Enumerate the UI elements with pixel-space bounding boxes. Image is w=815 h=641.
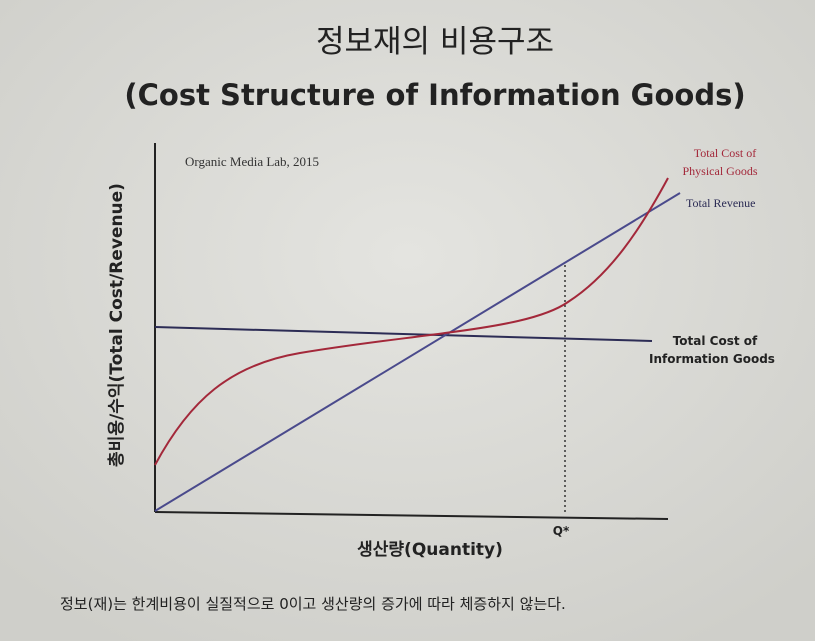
source-label: Organic Media Lab, 2015 xyxy=(185,154,319,169)
information-cost-label: Information Goods xyxy=(649,352,775,366)
physical-cost-curve xyxy=(154,177,669,466)
physical-cost-label: Total Cost of xyxy=(694,146,757,160)
information-cost-label: Total Cost of xyxy=(673,334,758,348)
title: 정보재의 비용구조 xyxy=(316,24,554,60)
physical-cost-label: Physical Goods xyxy=(683,164,758,178)
revenue-label: Total Revenue xyxy=(686,196,755,210)
caption: 정보(재)는 한계비용이 실질적으로 0이고 생산량의 증가에 따라 체증하지 … xyxy=(60,595,566,613)
revenue-line xyxy=(154,192,681,512)
y-axis-label: 총비용/수익(Total Cost/Revenue) xyxy=(107,183,127,467)
subtitle: (Cost Structure of Information Goods) xyxy=(124,78,745,112)
x-axis-label: 생산량(Quantity) xyxy=(357,540,503,560)
x-axis xyxy=(154,511,669,520)
information-cost-line xyxy=(154,326,653,342)
q-star-label: Q* xyxy=(553,524,570,538)
